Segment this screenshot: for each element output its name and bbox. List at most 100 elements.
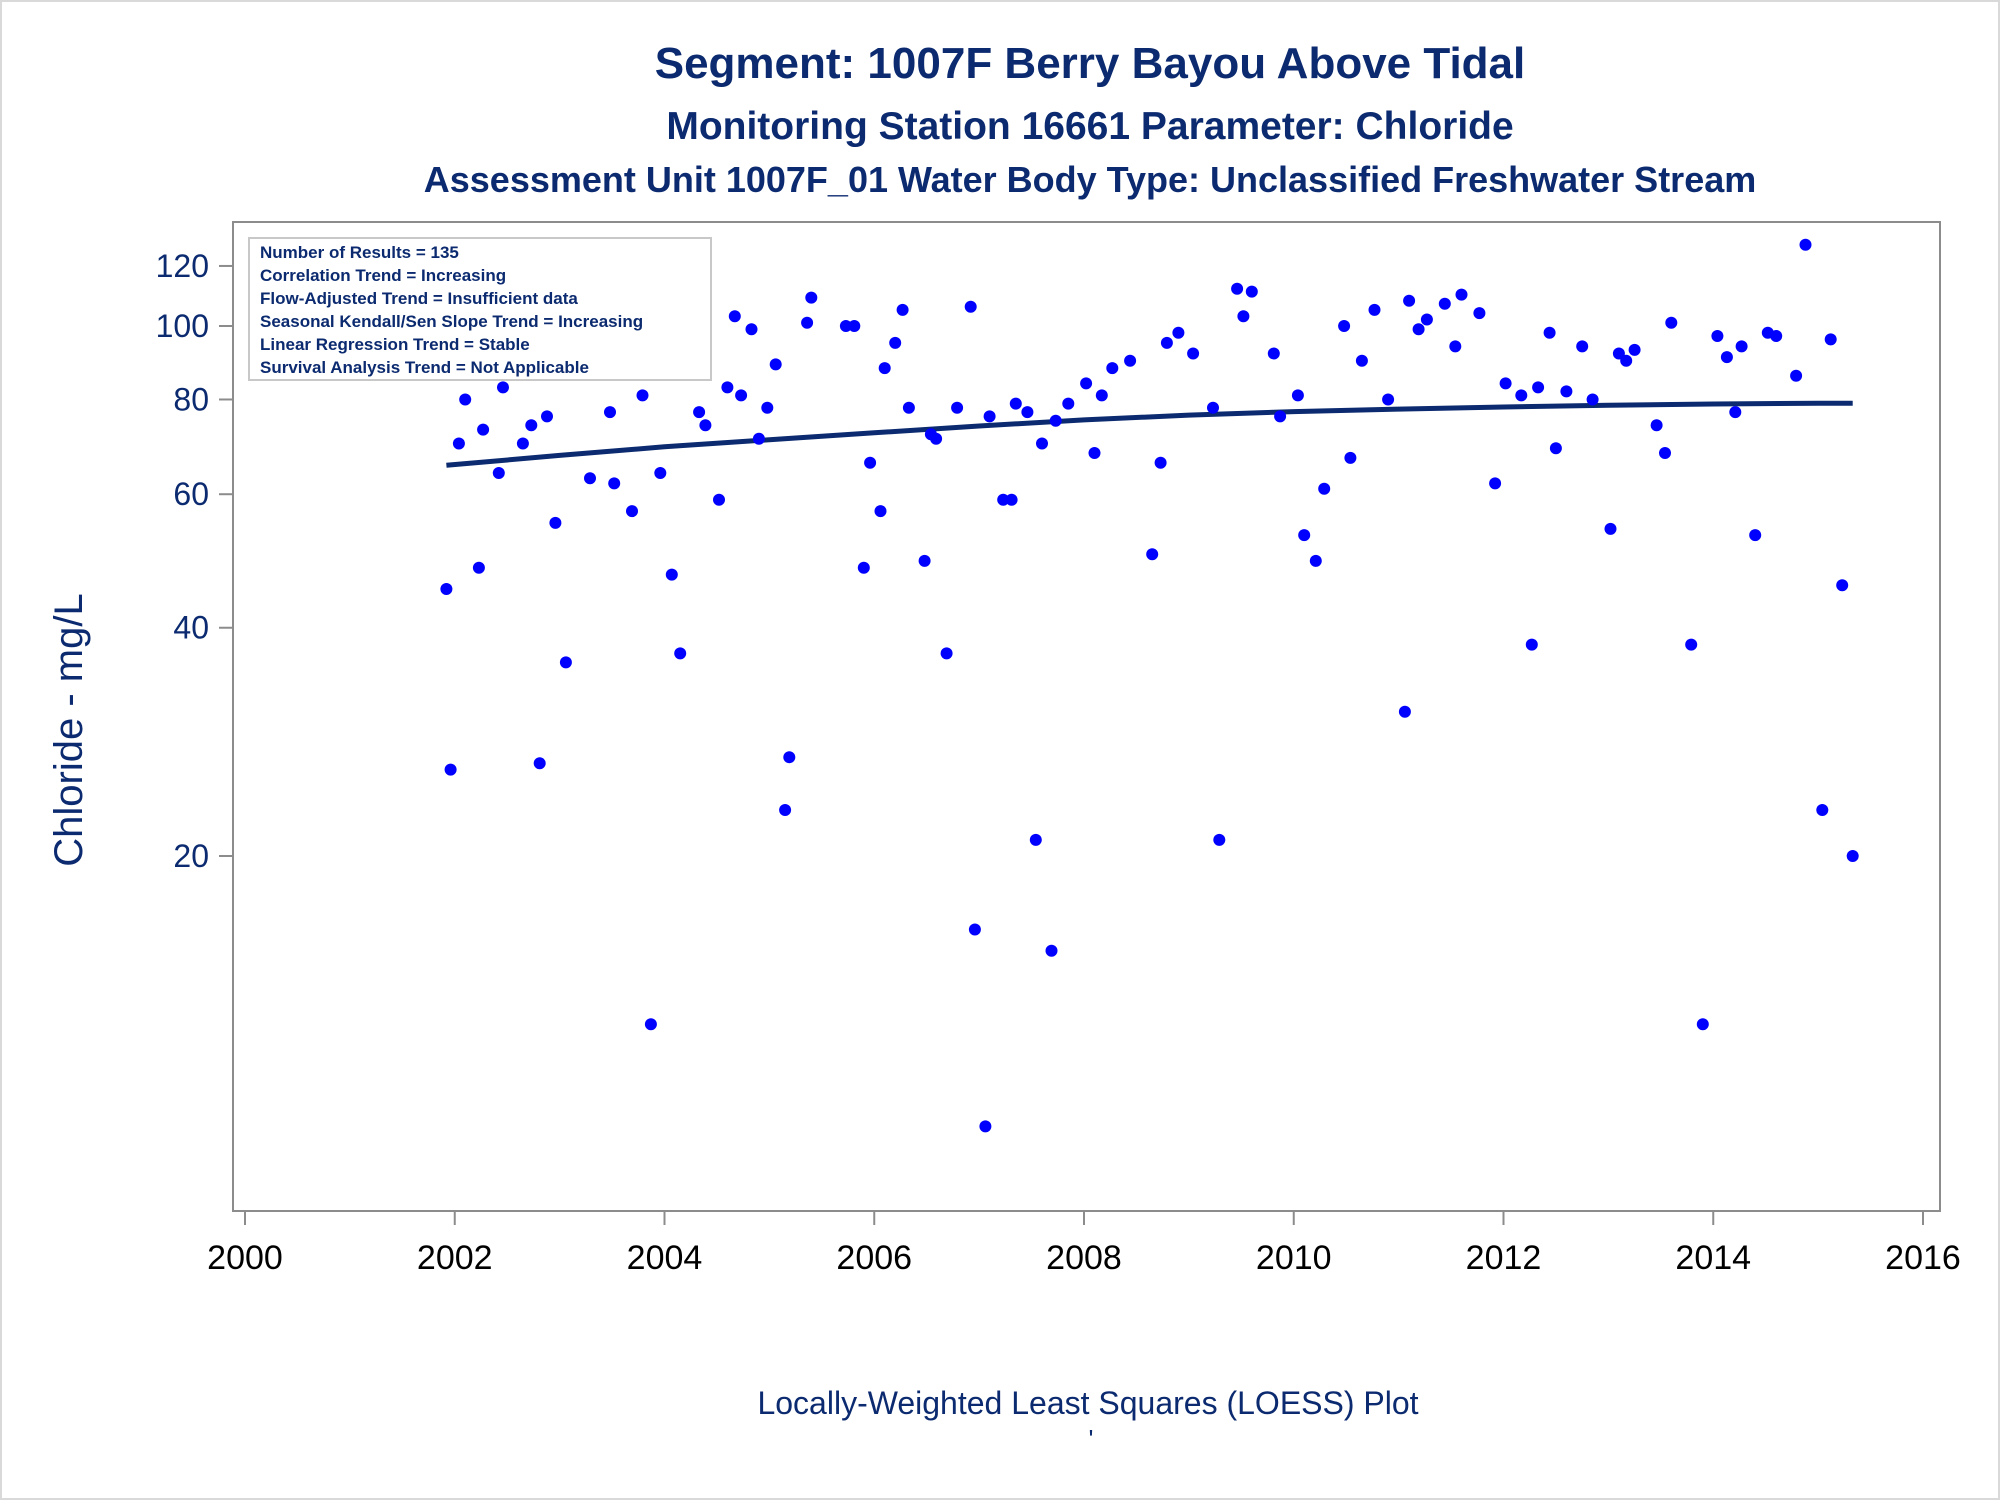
- data-point: [779, 804, 792, 816]
- data-point: [516, 437, 529, 450]
- data-point: [752, 432, 765, 445]
- data-point: [1021, 406, 1034, 419]
- chart-subtitle-assessment: Assessment Unit 1007F_01 Water Body Type…: [424, 159, 1757, 200]
- data-point: [1049, 414, 1062, 427]
- data-point: [805, 291, 818, 304]
- data-point: [1685, 638, 1698, 651]
- data-point: [549, 516, 562, 529]
- data-point: [1790, 369, 1803, 382]
- data-point: [728, 310, 741, 323]
- data-point: [1344, 451, 1357, 464]
- data-point: [1711, 330, 1724, 342]
- data-point: [1338, 320, 1351, 332]
- chart-subtitle-station: Monitoring Station 16661 Parameter: Chlo…: [666, 105, 1513, 148]
- data-point: [1543, 326, 1556, 339]
- data-point: [1172, 326, 1185, 339]
- info-line-survival: Survival Analysis Trend = Not Applicable: [260, 358, 589, 377]
- data-point: [1729, 406, 1742, 419]
- data-point: [968, 923, 981, 936]
- data-point: [1036, 437, 1048, 450]
- data-point: [1659, 447, 1671, 459]
- data-point: [477, 423, 490, 436]
- data-point: [1586, 393, 1599, 406]
- data-point: [1612, 347, 1625, 360]
- data-point: [674, 647, 687, 660]
- data-point: [1368, 303, 1381, 316]
- data-point: [983, 410, 996, 423]
- data-point: [1009, 397, 1022, 410]
- data-point: [1560, 385, 1573, 398]
- data-point: [1382, 393, 1395, 406]
- data-point: [525, 419, 538, 432]
- data-point: [1836, 579, 1849, 592]
- x-tick-label: 2010: [1256, 1239, 1332, 1277]
- data-point: [1267, 347, 1280, 360]
- data-point: [459, 393, 472, 406]
- data-point: [1213, 833, 1226, 846]
- data-point: [1420, 313, 1433, 326]
- loess-trend-line: [446, 400, 1853, 468]
- data-point: [1455, 288, 1468, 301]
- data-point: [1106, 362, 1119, 375]
- data-point: [1735, 340, 1748, 353]
- data-point: [608, 477, 621, 490]
- plot-frame: [232, 221, 1941, 1212]
- x-axis: 2000 2002 2004 2006 2008 2010 2012 2014 2016: [207, 1211, 1961, 1277]
- data-point: [1154, 456, 1167, 469]
- data-point: [1088, 447, 1101, 459]
- data-point: [1231, 282, 1244, 295]
- x-tick-label: 2008: [1046, 1239, 1122, 1277]
- footer-mark: ': [1089, 1424, 1094, 1454]
- x-tick-label: 2006: [836, 1239, 912, 1277]
- data-point: [1515, 389, 1528, 402]
- data-point: [1620, 354, 1633, 367]
- data-point: [699, 419, 712, 432]
- y-tick-label: 80: [173, 381, 209, 417]
- x-tick-label: 2000: [207, 1239, 283, 1277]
- data-point: [801, 316, 814, 329]
- data-point: [735, 389, 748, 402]
- data-point: [584, 472, 596, 485]
- data-point: [1146, 548, 1159, 561]
- footer-caption: Locally-Weighted Least Squares (LOESS) P…: [757, 1385, 1418, 1421]
- data-point: [783, 751, 796, 764]
- data-point: [918, 554, 931, 567]
- info-line-flow-adjusted: Flow-Adjusted Trend = Insufficient data: [260, 289, 578, 308]
- y-tick-label: 20: [173, 838, 209, 874]
- data-point: [1207, 401, 1219, 414]
- data-point: [1665, 316, 1678, 329]
- data-point: [1532, 381, 1545, 394]
- data-point: [951, 401, 964, 414]
- data-point: [472, 561, 485, 574]
- data-point: [761, 401, 774, 414]
- data-point: [1309, 554, 1322, 567]
- data-point: [1095, 389, 1108, 402]
- data-point: [626, 505, 638, 518]
- y-axis: 20 40 60 80 100 120: [156, 248, 233, 874]
- data-point: [1274, 410, 1287, 423]
- data-point: [1549, 442, 1562, 455]
- data-point: [864, 456, 877, 469]
- data-point: [1816, 804, 1829, 816]
- data-point: [878, 362, 891, 375]
- data-point: [1298, 529, 1311, 542]
- data-point: [979, 1120, 992, 1133]
- data-point: [1696, 1018, 1709, 1031]
- data-point: [636, 389, 649, 402]
- data-point: [1029, 833, 1042, 846]
- data-point: [497, 381, 509, 394]
- y-tick-label: 100: [156, 308, 209, 344]
- data-point: [745, 323, 758, 336]
- data-point: [1080, 377, 1093, 390]
- data-point: [559, 656, 572, 669]
- x-tick-label: 2016: [1885, 1239, 1961, 1277]
- data-point: [889, 336, 902, 349]
- data-point: [1355, 354, 1368, 367]
- y-tick-label: 120: [156, 248, 209, 284]
- data-point: [693, 406, 706, 419]
- data-point: [1237, 310, 1250, 323]
- data-point: [1398, 705, 1411, 718]
- data-point: [541, 410, 553, 423]
- info-line-results: Number of Results = 135: [260, 243, 459, 262]
- x-tick-label: 2004: [627, 1239, 703, 1277]
